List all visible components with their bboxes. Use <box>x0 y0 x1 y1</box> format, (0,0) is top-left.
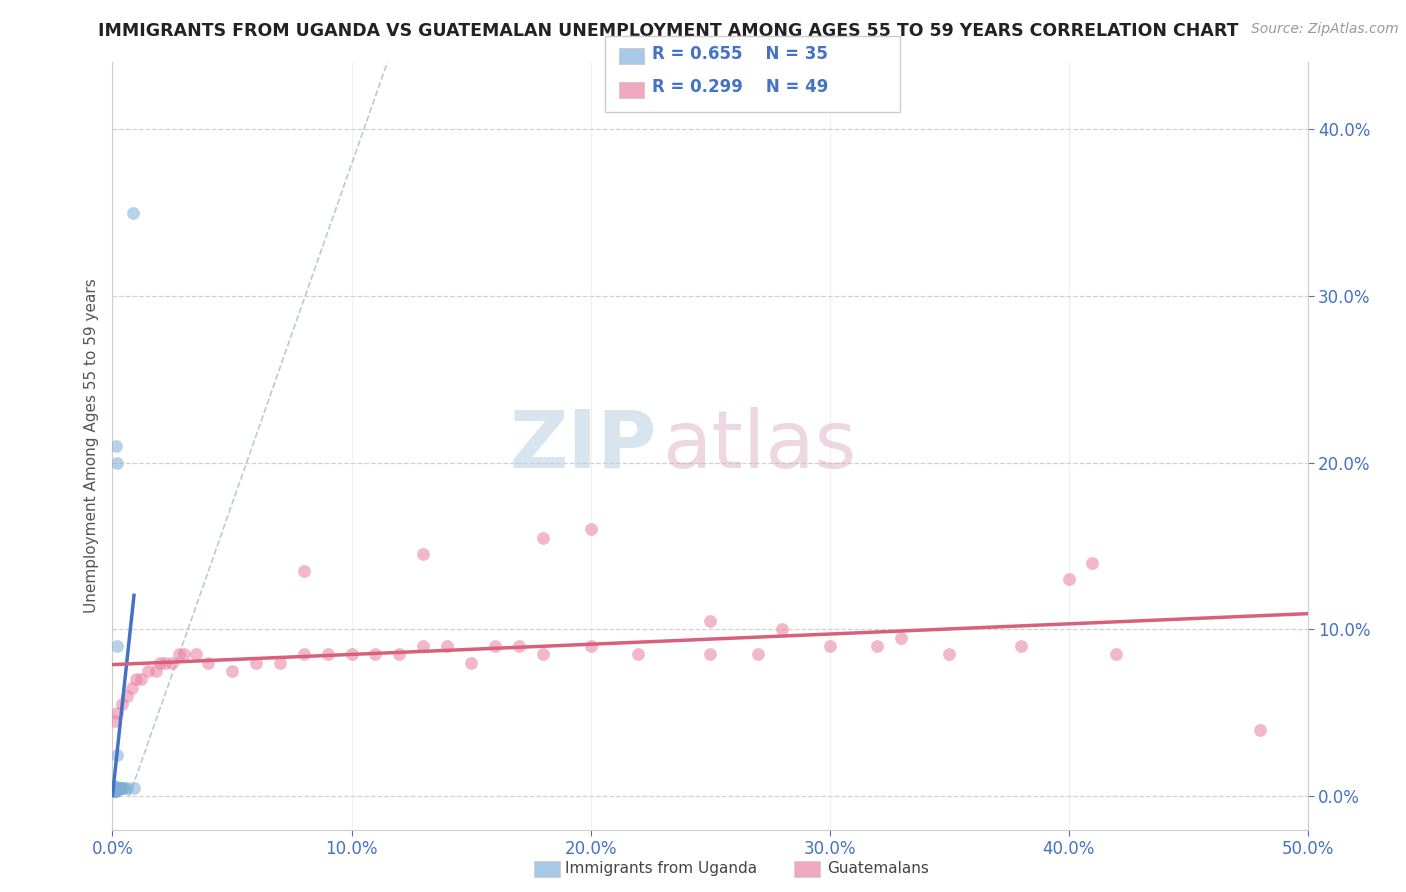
Point <box>111 698 134 712</box>
Point <box>699 648 721 662</box>
Point <box>103 782 125 797</box>
Point <box>1057 573 1080 587</box>
Point <box>508 639 530 653</box>
Point <box>104 784 127 798</box>
Point <box>105 782 128 797</box>
Point <box>104 780 127 795</box>
Point <box>340 648 363 662</box>
Point <box>104 784 127 798</box>
Text: atlas: atlas <box>662 407 856 485</box>
Point <box>108 780 131 795</box>
Point <box>412 548 434 562</box>
Point <box>103 782 125 797</box>
Point <box>107 780 129 795</box>
Point <box>145 664 167 678</box>
Point <box>115 689 138 703</box>
Point <box>153 656 176 670</box>
Point <box>269 656 291 670</box>
Point <box>388 648 411 662</box>
Point <box>221 664 243 678</box>
Point <box>104 780 127 795</box>
Point <box>1249 723 1271 737</box>
Point <box>129 673 152 687</box>
Point <box>292 564 315 578</box>
Point <box>104 782 127 797</box>
Point <box>747 648 769 662</box>
Text: ZIP: ZIP <box>509 407 657 485</box>
Point <box>115 780 138 795</box>
Point <box>460 656 482 670</box>
Point <box>104 779 127 793</box>
Point <box>579 639 602 653</box>
Point <box>125 673 148 687</box>
Point <box>105 439 128 453</box>
Point <box>104 782 127 797</box>
Point <box>866 639 889 653</box>
Point <box>105 780 128 795</box>
Text: R = 0.299    N = 49: R = 0.299 N = 49 <box>652 78 828 96</box>
Point <box>104 714 127 728</box>
Point <box>121 681 143 695</box>
Point <box>107 780 129 795</box>
Point <box>103 782 125 797</box>
Point <box>245 656 267 670</box>
Y-axis label: Unemployment Among Ages 55 to 59 years: Unemployment Among Ages 55 to 59 years <box>83 278 98 614</box>
Point <box>108 780 131 795</box>
Point <box>105 706 128 720</box>
Text: IMMIGRANTS FROM UGANDA VS GUATEMALAN UNEMPLOYMENT AMONG AGES 55 TO 59 YEARS CORR: IMMIGRANTS FROM UGANDA VS GUATEMALAN UNE… <box>98 22 1239 40</box>
Point <box>104 782 127 797</box>
Point <box>103 780 125 795</box>
Point <box>699 614 721 628</box>
Point <box>105 456 128 470</box>
Point <box>103 784 125 798</box>
Point <box>105 639 128 653</box>
Point <box>938 648 960 662</box>
Point <box>104 784 127 798</box>
Point <box>173 648 195 662</box>
Point <box>292 648 315 662</box>
Point <box>531 531 554 545</box>
Point <box>627 648 650 662</box>
Point <box>364 648 387 662</box>
Point <box>1081 556 1104 570</box>
Point <box>121 205 143 219</box>
Point <box>579 522 602 536</box>
Point <box>111 780 134 795</box>
Point <box>110 780 132 795</box>
Point <box>531 648 554 662</box>
Point <box>484 639 506 653</box>
Point <box>103 784 125 798</box>
Point <box>103 780 125 795</box>
Point <box>162 656 183 670</box>
Point <box>770 623 793 637</box>
Point <box>316 648 339 662</box>
Point <box>1010 639 1032 653</box>
Point <box>412 639 434 653</box>
Point <box>197 656 219 670</box>
Point <box>105 747 128 762</box>
Point <box>890 631 912 645</box>
Point <box>105 780 128 795</box>
Text: Source: ZipAtlas.com: Source: ZipAtlas.com <box>1251 22 1399 37</box>
Point <box>169 648 191 662</box>
Point <box>138 664 160 678</box>
Text: R = 0.655    N = 35: R = 0.655 N = 35 <box>652 45 828 62</box>
Point <box>122 780 145 795</box>
Point <box>114 780 135 795</box>
Point <box>103 780 125 795</box>
Text: Immigrants from Uganda: Immigrants from Uganda <box>565 862 758 876</box>
Point <box>149 656 172 670</box>
Point <box>186 648 208 662</box>
Point <box>436 639 458 653</box>
Point <box>818 639 841 653</box>
Point <box>103 784 125 798</box>
Text: Guatemalans: Guatemalans <box>827 862 928 876</box>
Point <box>1105 648 1128 662</box>
